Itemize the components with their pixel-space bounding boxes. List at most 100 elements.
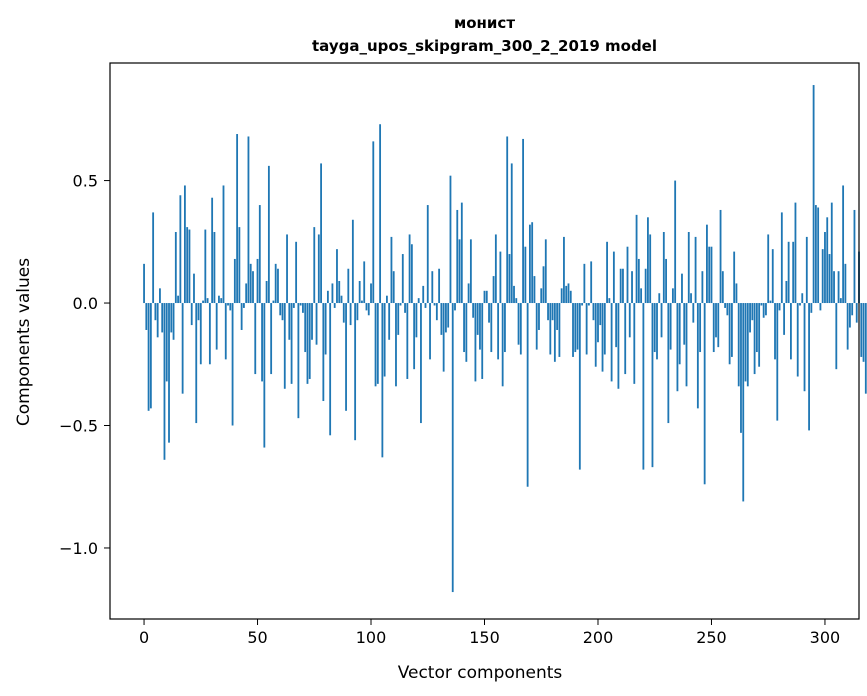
bar-component-73 [308,303,311,379]
bar-component-29 [208,303,211,365]
bar-component-262 [737,303,740,387]
bar-component-35 [222,185,225,304]
bar-component-247 [703,303,706,485]
bar-component-90 [347,268,350,304]
bar-component-253 [717,303,720,348]
bar-component-205 [608,298,611,304]
bar-component-257 [726,303,729,316]
bar-component-185 [563,236,565,304]
bar-component-318 [864,303,867,394]
bar-component-87 [340,295,343,304]
bar-component-279 [776,303,779,421]
bar-component-93 [354,303,357,441]
bar-component-31 [213,232,216,304]
bar-component-36 [224,303,227,360]
bar-component-209 [617,303,620,389]
bar-component-55 [267,165,270,304]
bar-component-224 [651,303,654,468]
bar-component-182 [556,303,559,330]
y-tick-label: 0.5 [73,172,98,191]
bar-component-295 [812,85,815,304]
bar-component-70 [302,303,304,313]
bar-component-207 [612,251,615,304]
bar-component-291 [803,303,806,392]
bar-component-21 [190,303,193,326]
bar-component-313 [853,209,856,304]
bar-component-150 [483,290,486,304]
bar-component-118 [410,244,413,304]
bar-component-275 [767,234,770,304]
bar-component-147 [476,303,479,335]
bar-component-60 [279,303,282,316]
bar-component-110 [392,271,395,304]
bar-component-48 [252,271,254,304]
bar-component-190 [574,303,577,353]
bar-component-81 [326,290,329,304]
bar-component-211 [622,268,624,304]
bar-component-12 [170,303,173,333]
bar-component-317 [862,303,865,362]
bar-component-221 [644,268,647,304]
bar-component-292 [805,236,808,304]
bar-component-43 [240,303,243,330]
bar-component-249 [708,246,711,304]
bar-component-176 [542,266,545,304]
bar-component-27 [204,229,207,304]
bar-component-172 [533,276,536,304]
bar-component-281 [780,212,783,304]
bar-component-17 [181,303,184,394]
bar-component-120 [415,303,418,338]
bar-component-113 [399,303,402,306]
bar-component-140 [460,202,463,304]
bar-component-142 [465,303,468,362]
bar-component-180 [551,303,554,321]
bar-component-165 [517,303,520,345]
bar-component-99 [367,303,370,316]
bar-component-5 [154,303,157,321]
bar-component-241 [690,293,692,304]
bar-component-117 [408,234,411,304]
bar-component-161 [508,254,511,304]
bar-component-304 [833,271,835,304]
bar-component-231 [667,303,670,424]
bar-component-59 [277,268,279,304]
bar-component-202 [601,303,604,372]
bar-component-310 [846,303,849,350]
bar-component-85 [336,249,338,304]
bar-component-181 [553,303,556,362]
bar-component-152 [488,303,490,323]
bar-component-199 [594,303,597,367]
bar-component-94 [356,303,359,321]
bar-component-133 [445,303,447,333]
bar-component-30 [211,197,214,304]
bar-component-198 [592,303,595,321]
bar-component-226 [656,303,658,360]
bar-component-4 [152,212,155,304]
bar-component-61 [281,303,284,321]
bar-component-8 [161,303,164,333]
bar-component-89 [345,303,347,411]
bar-component-148 [479,303,481,350]
bar-component-97 [363,261,366,304]
bar-component-228 [660,303,663,338]
bar-component-102 [374,303,377,387]
bar-component-106 [383,303,386,377]
bar-component-233 [671,288,674,304]
bar-component-285 [790,303,792,360]
bar-component-312 [851,303,854,316]
bar-component-265 [744,303,747,382]
bar-component-0 [143,263,145,304]
bar-component-169 [526,303,529,487]
bar-component-119 [413,303,416,370]
bar-component-84 [333,303,336,308]
bar-component-33 [218,295,220,304]
bar-component-187 [567,283,570,304]
bar-component-192 [578,303,581,470]
bar-component-298 [819,303,822,311]
bar-component-268 [751,303,754,321]
bar-component-34 [220,298,223,304]
y-tick-label: 0.0 [73,294,98,313]
bar-component-86 [338,280,341,304]
bar-component-264 [742,303,745,502]
bar-component-9 [163,303,166,460]
